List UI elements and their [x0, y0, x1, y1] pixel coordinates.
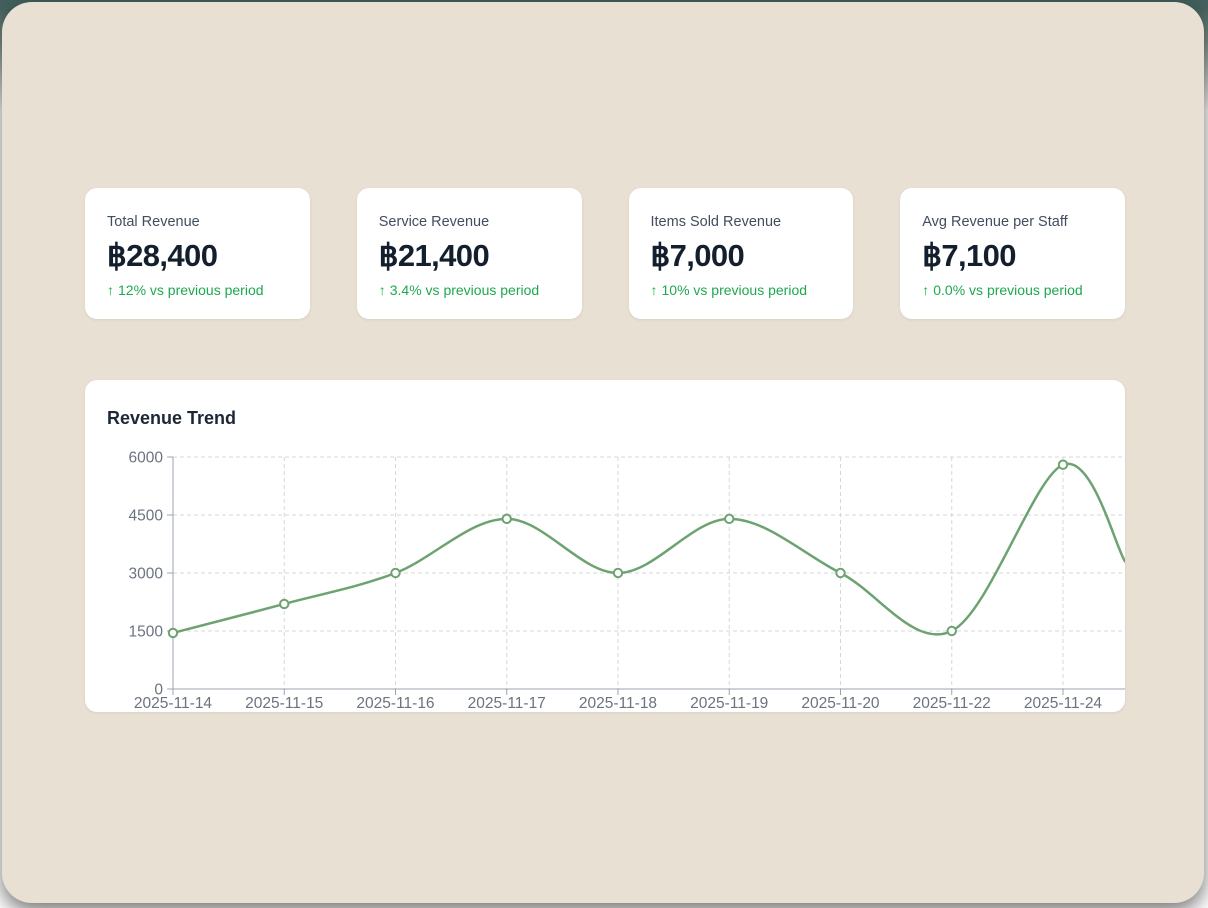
- stat-delta: ↑ 0.0% vs previous period: [922, 282, 1103, 298]
- revenue-trend-card: Revenue Trend 0 1500 3000 4500 6000 2025-11-1…: [85, 380, 1125, 712]
- stat-label: Items Sold Revenue: [650, 214, 782, 230]
- stat-card-service-revenue: Service Revenue ฿21,400 ↑ 3.4% vs previou…: [356, 188, 582, 319]
- stat-delta-text: 0.0% vs previous period: [933, 282, 1083, 298]
- stat-value: ฿7,000: [650, 238, 745, 273]
- chart-title: Revenue Trend: [107, 408, 237, 428]
- stat-card-row: Total Revenue ฿28,400 ↑ 12% vs previous p…: [85, 188, 1125, 319]
- stat-label: Avg Revenue per Staff: [922, 214, 1068, 230]
- y-axis-tick-label: 6000: [129, 450, 164, 467]
- x-axis-tick-label: 2025-11-15: [245, 695, 323, 712]
- data-point-marker: [612, 567, 624, 579]
- stat-label: Total Revenue: [107, 214, 200, 230]
- stat-delta: ↑ 10% vs previous period: [651, 282, 832, 298]
- stat-card-avg-revenue-per-staff: Avg Revenue per Staff ฿7,100 ↑ 0.0% vs pr…: [900, 188, 1125, 319]
- stat-delta: ↑ 3.4% vs previous period: [379, 282, 560, 298]
- stat-value: ฿21,400: [378, 238, 490, 273]
- data-point-marker: [724, 513, 735, 525]
- stat-label: Service Revenue: [378, 214, 490, 230]
- stat-delta-text: 3.4% vs previous period: [389, 282, 540, 298]
- x-axis-tick-label: 2025-11-18: [579, 695, 657, 712]
- trend-up-icon: ↑: [922, 282, 930, 298]
- x-axis-tick-label: 2025-11-17: [468, 695, 546, 712]
- x-axis-tick-label: 2025-11-19: [690, 695, 768, 712]
- trend-up-icon: ↑: [378, 282, 386, 298]
- data-point-marker: [1057, 459, 1069, 470]
- data-point-marker: [835, 567, 846, 579]
- stat-card-total-revenue: Total Revenue ฿28,400 ↑ 12% vs previous p…: [85, 188, 310, 319]
- x-axis-tick-label: 2025-11-16: [356, 695, 434, 712]
- stat-value: ฿7,100: [922, 238, 1016, 273]
- y-axis-tick-label: 4500: [129, 508, 164, 525]
- data-point-marker: [946, 625, 957, 637]
- stat-delta-text: 12% vs previous period: [118, 282, 264, 298]
- x-axis-tick-label: 2025-11-14: [134, 695, 213, 712]
- stat-card-items-sold-revenue: Items Sold Revenue ฿7,000 ↑ 10% vs previo…: [628, 188, 854, 319]
- y-axis-tick-label: 3000: [129, 566, 164, 583]
- stat-value: ฿28,400: [107, 238, 218, 273]
- x-axis-tick-label: 2025-11-22: [913, 695, 991, 712]
- x-axis-tick-label: 2025-11-24: [1024, 695, 1103, 712]
- revenue-trend-line-chart: 0 1500 3000 4500 6000 2025-11-14 2025-11-15 202…: [129, 450, 1125, 712]
- data-point-marker: [279, 598, 290, 610]
- x-axis-tick-label: 2025-11-20: [801, 695, 880, 712]
- stat-delta: ↑ 12% vs previous period: [107, 282, 288, 298]
- data-point-marker: [390, 567, 401, 579]
- data-point-marker: [167, 627, 179, 639]
- revenue-trend-line: [171, 462, 1125, 636]
- trend-up-icon: ↑: [650, 282, 658, 298]
- stat-delta-text: 10% vs previous period: [661, 282, 808, 298]
- data-point-marker: [501, 513, 512, 525]
- y-axis-tick-label: 1500: [129, 624, 164, 641]
- trend-up-icon: ↑: [107, 282, 114, 298]
- y-axis-tick-label: 0: [154, 682, 163, 699]
